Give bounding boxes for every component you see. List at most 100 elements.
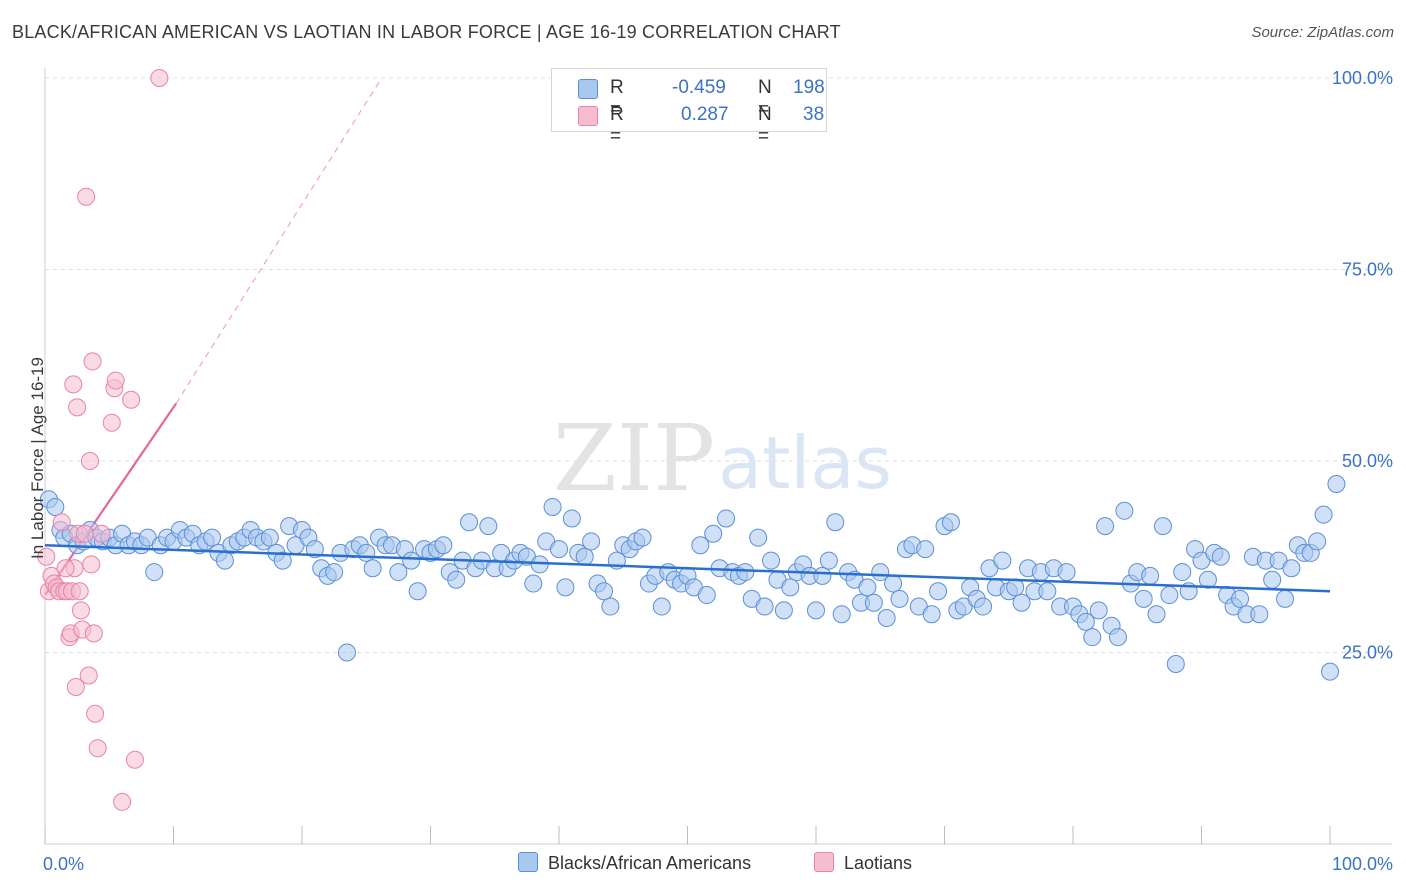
point-laotians — [75, 524, 94, 543]
legend-swatch-laotians — [578, 106, 598, 126]
point-blacks — [46, 497, 65, 516]
point-laotians — [71, 601, 90, 620]
bottom-legend-swatch-laotians — [814, 852, 834, 872]
point-blacks — [1006, 578, 1025, 597]
legend-n-label: N = — [758, 104, 772, 147]
laotians-trendline — [44, 77, 383, 596]
point-blacks — [1096, 517, 1115, 536]
point-laotians — [102, 413, 121, 432]
point-laotians — [113, 792, 132, 811]
point-blacks — [363, 559, 382, 578]
watermark-zip: ZIP — [553, 405, 715, 512]
point-blacks — [691, 536, 710, 555]
point-laotians — [82, 555, 101, 574]
point-blacks — [864, 593, 883, 612]
point-laotians — [150, 69, 169, 87]
point-blacks — [1134, 589, 1153, 608]
bottom-legend-label-blacks: Blacks/African Americans — [548, 853, 752, 873]
point-blacks — [1282, 559, 1301, 578]
point-blacks — [916, 540, 935, 559]
y-axis-label: In Labor Force | Age 16-19 — [28, 357, 47, 559]
bottom-legend-blacks: Blacks/African Americans — [518, 852, 751, 874]
point-blacks — [890, 589, 909, 608]
point-laotians — [64, 375, 83, 394]
point-blacks — [717, 509, 736, 528]
point-blacks — [575, 547, 594, 566]
y-tick-label: 50.0% — [1342, 451, 1393, 471]
point-blacks — [755, 597, 774, 616]
point-blacks — [1321, 662, 1339, 681]
point-blacks — [601, 597, 620, 616]
blacks-points — [39, 474, 1346, 681]
point-blacks — [479, 517, 498, 536]
point-blacks — [1314, 505, 1333, 524]
axes — [44, 68, 1392, 845]
point-blacks — [749, 528, 768, 547]
point-laotians — [92, 524, 111, 543]
point-blacks — [774, 601, 793, 620]
point-blacks — [1263, 570, 1282, 589]
legend-n-label: N = — [758, 77, 772, 120]
bottom-legend-label-laotians: Laotians — [844, 853, 913, 873]
point-blacks — [819, 551, 838, 570]
point-blacks — [697, 586, 716, 605]
point-blacks — [633, 528, 652, 547]
point-laotians — [77, 187, 96, 206]
correlation-legend: R = -0.459 N = 198 R = 0.287 N = 38 — [551, 68, 827, 147]
legend-r-label: R = — [610, 104, 624, 147]
point-blacks — [1089, 601, 1108, 620]
point-blacks — [884, 574, 903, 593]
point-blacks — [1012, 593, 1031, 612]
point-blacks — [993, 551, 1012, 570]
point-blacks — [1057, 563, 1076, 582]
bottom-legend-laotians: Laotians — [814, 852, 912, 874]
point-blacks — [1141, 566, 1160, 585]
point-blacks — [389, 563, 408, 582]
point-blacks — [1231, 589, 1250, 608]
point-blacks — [832, 605, 851, 624]
point-laotians — [122, 390, 141, 409]
watermark-atlas: atlas — [718, 421, 892, 505]
point-blacks — [1276, 589, 1295, 608]
trendline-blacks — [44, 544, 1331, 593]
point-blacks — [1076, 612, 1095, 631]
point-blacks — [305, 540, 324, 559]
point-blacks — [556, 578, 575, 597]
point-blacks — [1173, 563, 1192, 582]
point-blacks — [1153, 517, 1172, 536]
point-laotians — [79, 666, 98, 685]
point-blacks — [1166, 654, 1185, 673]
chart-title: BLACK/AFRICAN AMERICAN VS LAOTIAN IN LAB… — [12, 22, 841, 42]
source-label: Source: ZipAtlas.com — [1251, 24, 1394, 41]
legend-r-value: 0.287 — [681, 104, 729, 125]
blacks-trendline — [44, 544, 1331, 593]
watermark: ZIP atlas — [553, 405, 892, 512]
point-blacks — [434, 536, 453, 555]
point-laotians — [88, 739, 107, 758]
point-blacks — [652, 597, 671, 616]
laotians-points — [37, 69, 169, 811]
legend-n-value: 198 — [793, 77, 825, 98]
point-laotians — [56, 559, 75, 578]
point-blacks — [402, 551, 421, 570]
point-blacks — [460, 513, 479, 532]
point-blacks — [807, 601, 825, 620]
bottom-legend-swatch-blacks — [518, 852, 538, 872]
point-blacks — [1083, 628, 1102, 647]
gridlines — [45, 77, 1392, 653]
point-laotians — [80, 452, 99, 470]
point-blacks — [1308, 532, 1327, 551]
y-tick-label: 100.0% — [1332, 68, 1393, 88]
point-blacks — [877, 609, 896, 628]
point-blacks — [736, 563, 755, 582]
legend-n-value: 38 — [803, 104, 825, 125]
point-blacks — [1147, 605, 1166, 624]
point-laotians — [68, 398, 87, 417]
trendline-laotians-extension — [175, 77, 383, 404]
point-blacks — [941, 513, 960, 532]
point-blacks — [550, 540, 568, 559]
point-laotians — [66, 677, 85, 696]
point-blacks — [1160, 586, 1179, 605]
point-blacks — [1108, 628, 1127, 647]
